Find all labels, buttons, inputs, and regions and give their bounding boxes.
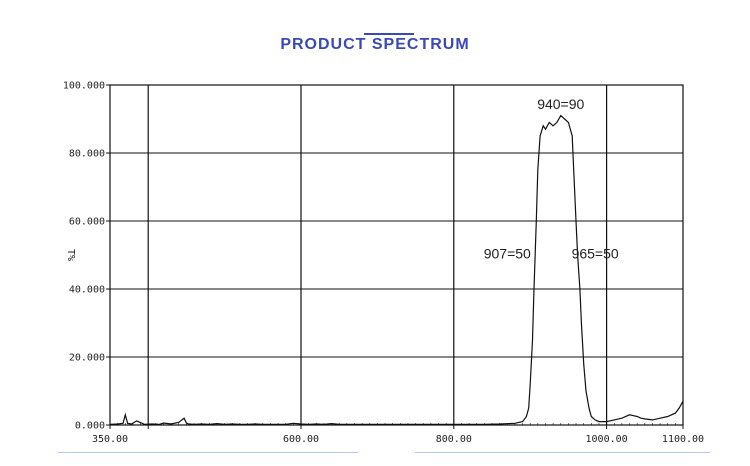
annotation-label: 940=90 — [537, 96, 584, 112]
series-line-transmission — [109, 114, 684, 425]
y-tick-label: 0.000 — [75, 421, 105, 432]
y-tick-label: 60.000 — [69, 217, 105, 228]
y-tick-label: 100.000 — [63, 81, 105, 92]
y-tick-label: 40.000 — [69, 285, 105, 296]
grid-lines — [110, 85, 683, 425]
y-tick-label: 80.000 — [69, 149, 105, 160]
x-tick-label: 1100.00 — [662, 434, 704, 445]
annotations: 940=90 907=50 965=50 — [484, 96, 619, 262]
footer-divider-left — [58, 452, 358, 453]
x-tick-label: 350.00 — [92, 434, 128, 445]
footer-divider-right — [415, 452, 710, 453]
x-tick-label: 800.00 — [436, 434, 472, 445]
plot-frame — [109, 84, 684, 426]
chart-title: PRODUCT SPECTRUM — [280, 36, 470, 53]
title-accent-bar — [364, 33, 414, 35]
x-tick-label: 1000.00 — [586, 434, 628, 445]
annotation-label: 965=50 — [572, 245, 619, 261]
y-axis-ticks: 0.000 20.000 40.000 60.000 80.000 100.000 — [63, 81, 110, 432]
y-tick-label: 20.000 — [69, 353, 105, 364]
x-tick-label: 600.00 — [283, 434, 319, 445]
y-axis-label: T% — [65, 249, 76, 261]
annotation-label: 907=50 — [484, 245, 531, 261]
x-axis-ticks: 350.00 600.00 800.00 1000.00 1100.00 — [92, 423, 704, 445]
